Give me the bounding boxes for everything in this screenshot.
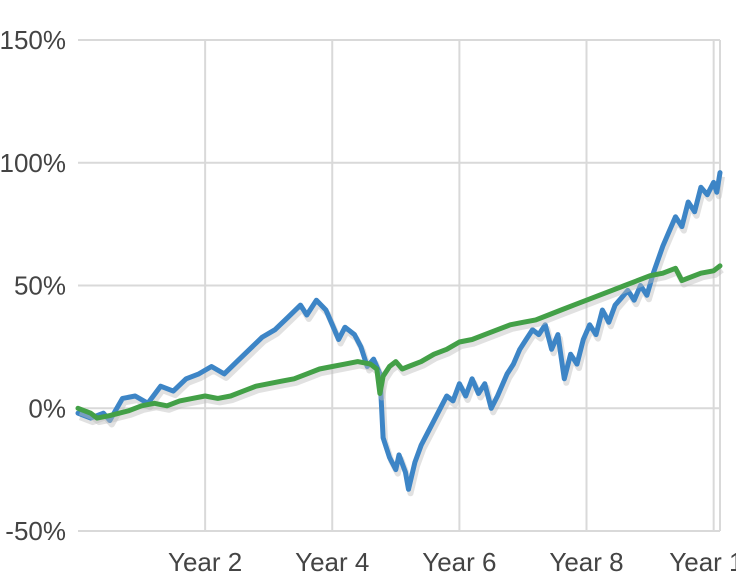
x-axis: Year 2 Year 4 Year 6 Year 8 Year 10 <box>168 547 736 577</box>
x-tick-label: Year 10 <box>669 547 736 577</box>
series-1-line <box>75 170 723 492</box>
series-1-shadow <box>78 176 725 497</box>
y-tick-label: 0% <box>28 393 66 423</box>
y-axis: 150% 100% 50% 0% -50% <box>0 25 66 546</box>
x-tick-label: Year 6 <box>422 547 496 577</box>
x-tick-label: Year 4 <box>295 547 369 577</box>
x-tick-label: Year 8 <box>549 547 623 577</box>
series-layer <box>75 170 725 497</box>
grid <box>78 39 721 532</box>
y-tick-label: 50% <box>14 271 66 301</box>
series-2-shadow <box>78 267 724 426</box>
y-tick-label: 150% <box>0 25 66 55</box>
y-tick-label: -50% <box>5 516 66 546</box>
x-tick-label: Year 2 <box>168 547 242 577</box>
y-tick-label: 100% <box>0 148 66 178</box>
series-2-line <box>75 263 723 421</box>
